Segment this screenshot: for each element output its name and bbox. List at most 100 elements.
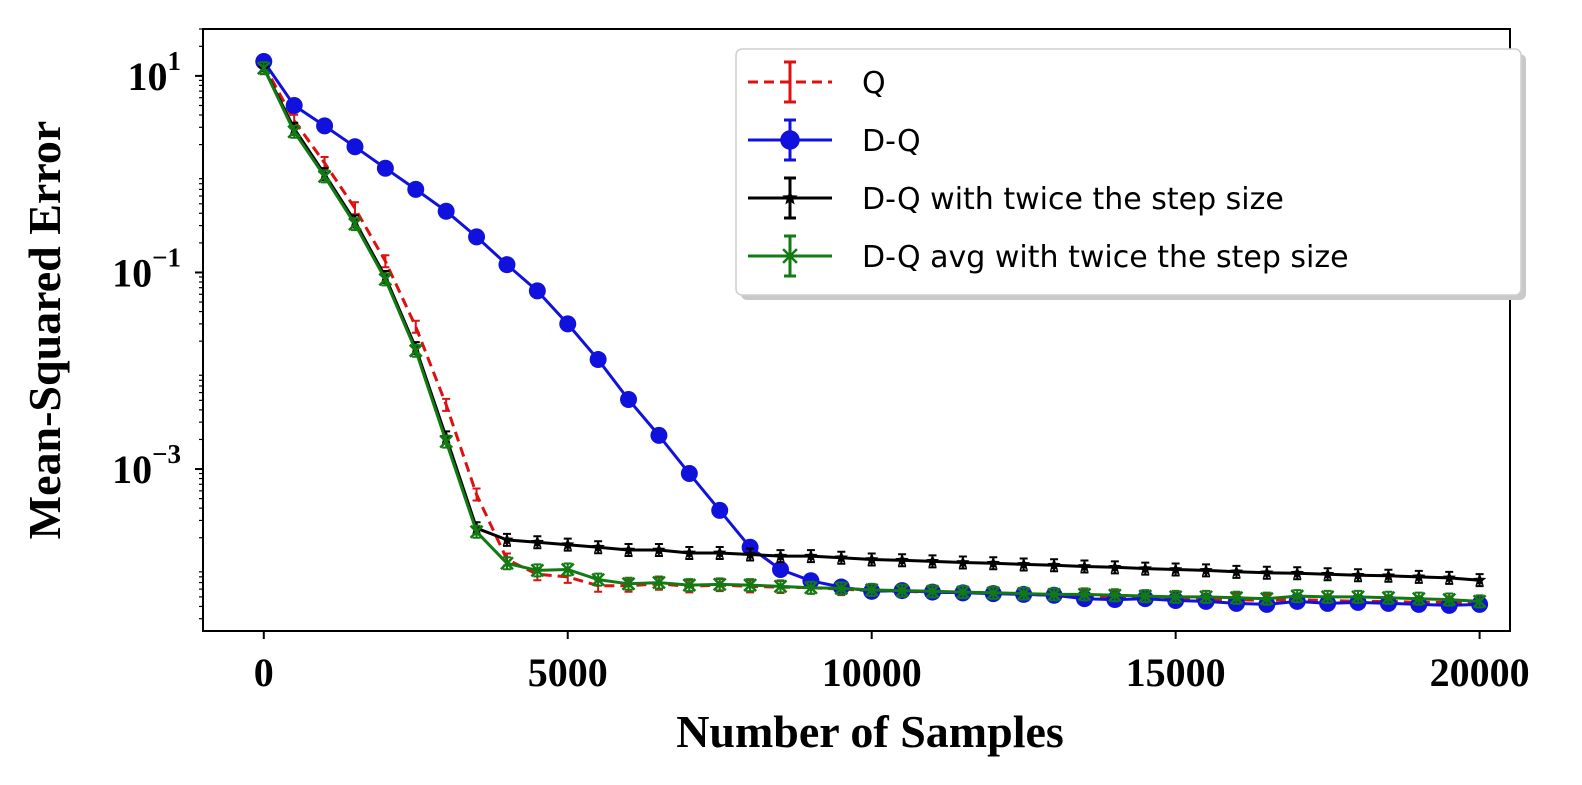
- marker-star: [1077, 559, 1092, 573]
- marker-circle: [468, 228, 486, 246]
- marker-x: [1168, 590, 1183, 604]
- x-tick-label: 20000: [1430, 650, 1530, 695]
- marker-star: [1229, 564, 1244, 578]
- marker-x: [743, 578, 757, 592]
- marker-star: [561, 537, 575, 551]
- marker-x: [1229, 590, 1244, 605]
- legend-item: D-Q avg with twice the step size: [748, 234, 1349, 278]
- marker-circle: [589, 351, 607, 369]
- error-bar: [442, 397, 451, 412]
- marker-x: [287, 124, 302, 139]
- marker-star: [682, 546, 696, 559]
- marker-x: [621, 576, 636, 591]
- marker-circle: [407, 180, 425, 198]
- marker-star: [530, 535, 544, 548]
- legend-box: [735, 48, 1522, 296]
- marker-x: [925, 584, 940, 599]
- legend-error-bar: [784, 60, 796, 104]
- marker-star: [773, 549, 788, 562]
- x-axis-title: Number of Samples: [676, 706, 1064, 757]
- marker-x: [1016, 586, 1031, 601]
- marker-x: [1472, 594, 1487, 609]
- marker-star: [591, 540, 605, 553]
- marker-x: [1138, 589, 1153, 603]
- series-line: [262, 63, 1480, 605]
- marker-x: [317, 169, 332, 184]
- marker-circle: [437, 202, 455, 220]
- marker-star: [652, 543, 666, 556]
- marker-x: [560, 562, 575, 577]
- marker-x: [682, 578, 697, 592]
- marker-x: [804, 580, 818, 595]
- marker-star: [621, 543, 636, 556]
- marker-star: [782, 189, 798, 205]
- marker-x: [1442, 592, 1457, 607]
- marker-circle: [316, 117, 334, 135]
- x-tick-label: 15000: [1126, 650, 1226, 695]
- marker-x: [378, 272, 393, 287]
- legend-item: D-Q: [748, 118, 921, 162]
- marker-star: [1047, 558, 1061, 571]
- marker-x: [1320, 590, 1335, 604]
- marker-star: [1472, 573, 1487, 586]
- marker-star: [986, 556, 1000, 569]
- marker-x: [1047, 587, 1061, 602]
- marker-star: [1017, 557, 1031, 571]
- x-tick-label: 10000: [822, 650, 922, 695]
- marker-circle: [780, 130, 800, 150]
- marker-x: [956, 585, 970, 599]
- marker-x: [1290, 589, 1305, 603]
- legend-label: D-Q: [862, 124, 921, 159]
- legend-entries: Q D-Q D-Q with twice the step size D-Q avg …: [748, 60, 1349, 278]
- marker-circle: [528, 282, 546, 300]
- marker-x: [712, 577, 727, 592]
- marker-x: [773, 579, 788, 594]
- marker-x: [895, 583, 909, 598]
- marker-x: [256, 61, 271, 75]
- marker-star: [865, 552, 879, 566]
- legend: Q D-Q D-Q with twice the step size D-Q avg …: [735, 48, 1526, 300]
- error-bar: [411, 319, 420, 334]
- marker-star: [1381, 568, 1396, 582]
- marker-circle: [346, 138, 364, 156]
- marker-star: [895, 553, 909, 566]
- plot-frame: [202, 28, 1511, 632]
- marker-x: [408, 343, 423, 358]
- marker-x: [782, 248, 798, 264]
- marker-x: [1199, 590, 1213, 604]
- marker-x: [864, 582, 879, 597]
- x-tick-label: 0: [254, 650, 274, 695]
- marker-x: [1077, 587, 1092, 602]
- y-tick-label: 10−1: [112, 242, 181, 295]
- marker-x: [348, 217, 362, 232]
- marker-x: [1381, 590, 1396, 605]
- legend-item: D-Q with twice the step size: [748, 176, 1284, 220]
- marker-circle: [620, 390, 638, 408]
- marker-circle: [680, 465, 698, 483]
- marker-star: [1290, 566, 1304, 579]
- y-tick-label: 10−3: [112, 439, 181, 492]
- marker-circle: [711, 501, 729, 519]
- marker-star: [1108, 560, 1122, 573]
- marker-x: [652, 575, 666, 590]
- marker-x: [834, 581, 849, 596]
- marker-star: [1169, 562, 1183, 576]
- y-tick-label: 101: [128, 46, 182, 99]
- marker-circle: [376, 159, 394, 177]
- marker-x: [1259, 591, 1274, 606]
- marker-star: [713, 546, 727, 559]
- marker-star: [1260, 565, 1274, 579]
- marker-star: [956, 555, 970, 569]
- error-bar: [472, 487, 481, 502]
- marker-star: [804, 549, 818, 562]
- marker-x: [1411, 591, 1426, 606]
- error-bar: [381, 254, 390, 269]
- axes-layer: 0 5000 10000 15000 20000 101 10−1 10−3: [112, 28, 1530, 695]
- marker-star: [1412, 569, 1426, 583]
- legend-label: Q: [862, 66, 886, 101]
- marker-star: [1442, 570, 1456, 584]
- marker-x: [439, 434, 454, 449]
- marker-x: [500, 556, 514, 571]
- marker-x: [530, 563, 545, 578]
